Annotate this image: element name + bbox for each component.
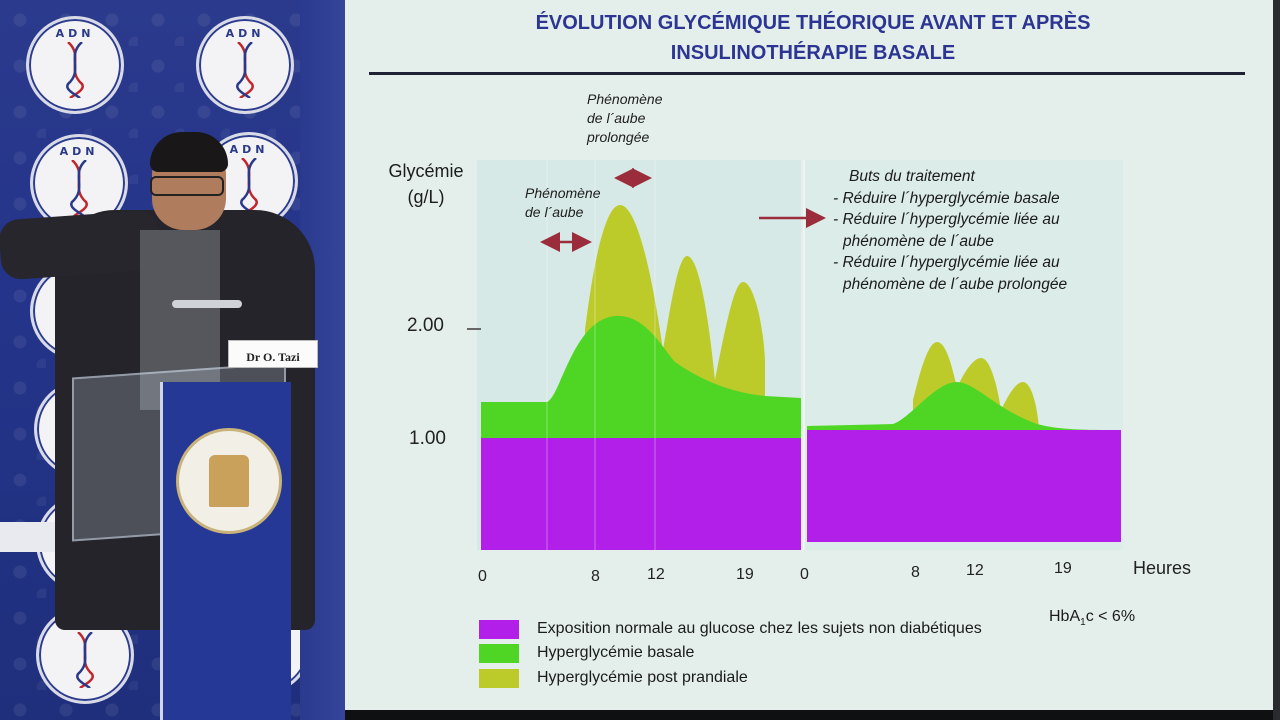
goals-heading: Buts du traitement — [849, 168, 975, 185]
projected-slide: ÉVOLUTION GLYCÉMIQUE THÉORIQUE AVANT ET … — [345, 0, 1273, 710]
legend-swatch-yellow — [479, 668, 519, 688]
legend-swatch-green — [479, 643, 519, 663]
speaker-hair — [150, 132, 228, 172]
speaker-photo: ADN ADN ADN ADN ADN ADN ADN ADN ADN Dr O… — [0, 0, 345, 720]
speaker-sweater — [140, 230, 220, 410]
x-tick-label: 0 — [478, 568, 487, 585]
annotation-dawn: Phénomène de l´aube — [525, 184, 601, 222]
faculty-logo — [176, 428, 282, 534]
hba1c-prefix: HbA — [1049, 608, 1081, 625]
x-tick-label: 12 — [966, 562, 984, 579]
hba1c-suffix: c < 6% — [1085, 608, 1136, 625]
x-axis-label: Heures — [1133, 558, 1192, 578]
annotation-line: de l´aube — [525, 204, 584, 220]
y-tick-label: 2.00 — [407, 315, 444, 336]
legend-label: Hyperglycémie basale — [537, 644, 695, 661]
adn-logo: ADN — [196, 16, 294, 114]
normal-exposure-before — [481, 438, 801, 550]
treatment-goals: Buts du traitement - Réduire l´hyperglyc… — [833, 166, 1067, 295]
x-tick-label: 12 — [647, 566, 665, 583]
goal-item: - Réduire l´hyperglycémie liée au — [833, 254, 1060, 271]
slide-title-line1: ÉVOLUTION GLYCÉMIQUE THÉORIQUE AVANT ET … — [535, 12, 1091, 34]
goal-item: phénomène de l´aube — [843, 232, 994, 250]
x-tick-label: 8 — [591, 568, 600, 585]
annotation-line: Phénomène — [525, 185, 601, 201]
annotation-prolonged-dawn: Phénomène de l´aube prolongée — [587, 90, 663, 147]
basal-area-before — [481, 315, 801, 438]
goal-item: - Réduire l´hyperglycémie liée au — [833, 211, 1060, 228]
slide-title-line2: INSULINOTHÉRAPIE BASALE — [670, 42, 956, 64]
legend-swatch-purple — [479, 619, 519, 639]
x-tick-label: 19 — [736, 566, 754, 583]
adn-logo: ADN — [26, 16, 124, 114]
legend-label: Exposition normale au glucose chez les s… — [537, 620, 982, 637]
x-tick-label: 8 — [911, 564, 920, 581]
annotation-line: prolongée — [587, 129, 650, 145]
speaker-arm — [0, 209, 162, 281]
annotation-line: de l´aube — [587, 110, 646, 126]
slide-title: ÉVOLUTION GLYCÉMIQUE THÉORIQUE AVANT ET … — [527, 8, 1099, 68]
y-axis-label: Glycémie (g/L) — [381, 158, 471, 210]
legend-item-postprandial: Hyperglycémie post prandiale — [479, 667, 748, 689]
goal-item: - Réduire l´hyperglycémie basale — [833, 189, 1060, 207]
basal-area-after — [807, 382, 1121, 438]
goal-item: phénomène de l´aube prolongée — [843, 275, 1068, 293]
x-tick-label: 19 — [1054, 560, 1072, 577]
nameplate: Dr O. Tazi — [228, 340, 318, 368]
normal-exposure-after — [807, 430, 1121, 542]
glycemia-chart — [467, 160, 1123, 550]
legend-item-basal: Hyperglycémie basale — [479, 642, 694, 664]
glasses — [150, 176, 224, 196]
legend-item-normal: Exposition normale au glucose chez les s… — [479, 618, 982, 640]
legend-label: Hyperglycémie post prandiale — [537, 669, 748, 686]
faculty-emblem-icon — [209, 455, 249, 507]
y-axis-label-line2: (g/L) — [407, 187, 445, 207]
hba1c-sub: 1 — [1080, 617, 1086, 629]
projector-edge — [1273, 0, 1280, 720]
x-tick-label: 0 — [800, 566, 809, 583]
hba1c-label: HbA1c < 6% — [1049, 608, 1135, 628]
y-tick-label: 1.00 — [409, 428, 446, 449]
microphone — [172, 300, 242, 308]
y-axis-label-line1: Glycémie — [388, 161, 464, 181]
annotation-line: Phénomène — [587, 91, 663, 107]
title-divider — [369, 72, 1245, 75]
projector-border — [345, 710, 1280, 720]
